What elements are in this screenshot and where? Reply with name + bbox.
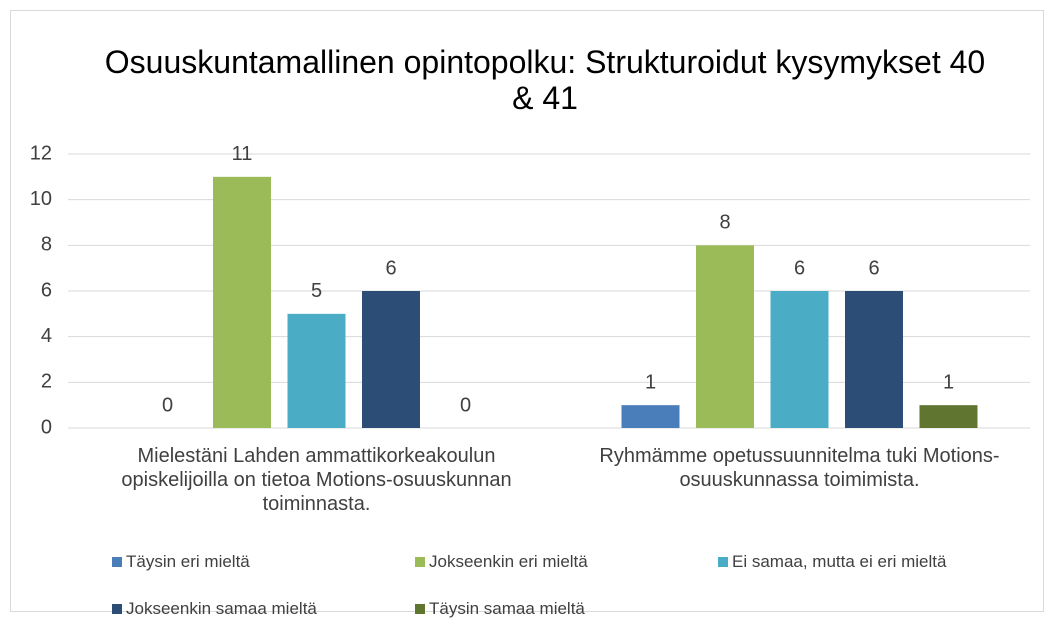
- y-tick-label: 2: [41, 371, 52, 393]
- legend-label: Täysin samaa mieltä: [429, 598, 585, 618]
- y-tick-label: 12: [30, 142, 52, 164]
- data-label: 6: [868, 257, 879, 279]
- y-tick-label: 8: [41, 234, 52, 256]
- data-label: 8: [719, 212, 730, 234]
- bar: [845, 291, 903, 428]
- legend-item: Täysin samaa mieltä: [415, 585, 718, 624]
- y-tick-label: 0: [41, 416, 52, 438]
- bar: [362, 291, 420, 428]
- y-tick-label: 6: [41, 279, 52, 301]
- legend-label: Jokseenkin eri mieltä: [429, 551, 588, 571]
- legend-label: Täysin eri mieltä: [126, 551, 250, 571]
- data-label: 11: [232, 143, 253, 165]
- legend-item: Täysin eri mieltä: [112, 538, 415, 585]
- x-tick-label: Mielestäni Lahden ammattikorkeakoulun op…: [121, 445, 512, 515]
- bar: [213, 176, 271, 428]
- data-label: 0: [162, 394, 173, 416]
- data-label: 0: [460, 394, 471, 416]
- legend-swatch: [112, 603, 122, 614]
- legend-swatch: [415, 603, 425, 614]
- data-label: 1: [645, 371, 656, 393]
- x-tick-label: Ryhmämme opetussuunnitelma tuki Motions-…: [599, 445, 1000, 491]
- legend-swatch: [112, 556, 122, 567]
- data-label: 6: [794, 257, 805, 279]
- bar: [919, 405, 978, 428]
- bar: [621, 405, 680, 428]
- bar: [696, 245, 754, 428]
- chart-title: Osuuskuntamallinen opintopolku: Struktur…: [104, 44, 986, 116]
- y-tick-label: 10: [30, 188, 52, 210]
- legend-item: Ei samaa, mutta ei eri mieltä: [718, 538, 1021, 585]
- bar: [287, 313, 346, 428]
- y-tick-label: 4: [41, 325, 52, 347]
- legend-item: Jokseenkin eri mieltä: [415, 538, 718, 585]
- data-label: 1: [943, 371, 954, 393]
- chart-frame: [10, 10, 1044, 612]
- legend-label: Ei samaa, mutta ei eri mieltä: [732, 551, 947, 571]
- legend-item: Jokseenkin samaa mieltä: [112, 585, 415, 624]
- legend-swatch: [718, 556, 728, 567]
- legend-label: Jokseenkin samaa mieltä: [126, 598, 317, 618]
- data-label: 6: [385, 257, 396, 279]
- legend: Täysin eri mieltä Jokseenkin eri mieltä Ei…: [112, 538, 1032, 624]
- bar: [770, 291, 829, 428]
- data-label: 5: [311, 280, 322, 302]
- legend-swatch: [415, 556, 425, 567]
